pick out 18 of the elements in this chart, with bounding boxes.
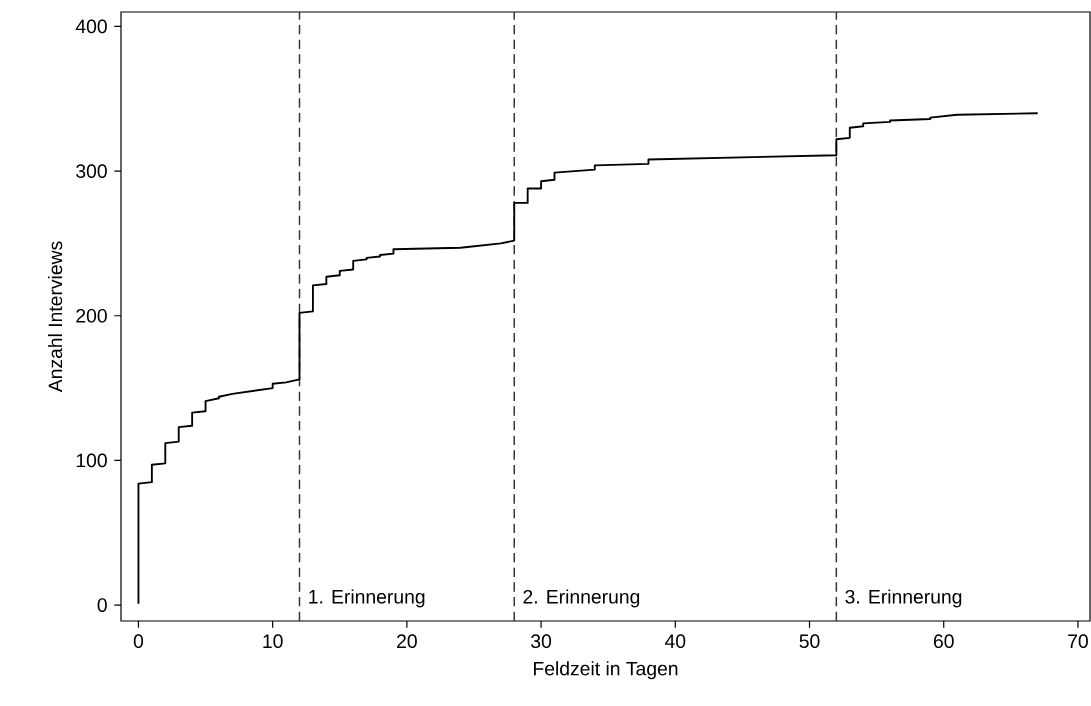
ref-line-label: 2. Erinnerung xyxy=(523,589,640,608)
ref-line-label: 1. Erinnerung xyxy=(309,589,425,608)
y-tick-label: 300 xyxy=(76,164,107,178)
x-tick-label: 70 xyxy=(1068,634,1088,649)
y-tick-label: 400 xyxy=(75,19,107,34)
y-tick-label: 200 xyxy=(76,308,107,323)
x-tick-label: 30 xyxy=(531,634,552,649)
ref-line-label: 3. Erinnerung xyxy=(845,589,962,608)
y-tick-label: 100 xyxy=(76,453,107,468)
y-tick-label: 0 xyxy=(97,598,107,612)
x-axis-title: Feldzeit in Tagen xyxy=(534,661,678,680)
x-tick-label: 10 xyxy=(263,634,283,649)
x-tick-label: 0 xyxy=(133,634,144,649)
x-tick-label: 20 xyxy=(397,634,417,649)
y-axis-title: Anzahl Interviews xyxy=(48,241,63,393)
x-tick-label: 50 xyxy=(799,634,820,649)
x-tick-label: 40 xyxy=(664,634,686,649)
x-tick-label: 60 xyxy=(933,634,954,649)
